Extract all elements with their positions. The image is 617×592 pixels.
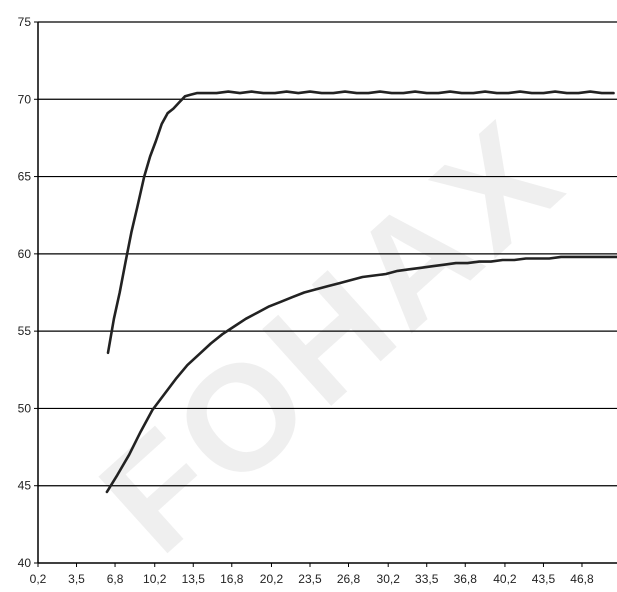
x-tick-label: 0,2: [30, 572, 47, 586]
series-line-1: [106, 90, 615, 355]
x-tick-label: 30,2: [377, 572, 401, 586]
y-tick-label: 45: [18, 479, 32, 493]
y-tick-label: 65: [18, 170, 32, 184]
x-tick-label: 10,2: [143, 572, 167, 586]
y-tick-label: 40: [18, 556, 32, 570]
x-tick-label: 3,5: [68, 572, 85, 586]
x-tick-label: 36,8: [454, 572, 478, 586]
y-axis-tick-labels: 40 45 50 55 60 65 70 75: [18, 15, 38, 570]
x-axis-tick-labels: 0,2 3,5 6,8 10,2 13,5 16,8 20,2 23,5 26,8 30,2 33,…: [30, 563, 594, 586]
x-tick-label: 46,8: [570, 572, 594, 586]
x-tick-label: 23,5: [298, 572, 322, 586]
grid-lines: [38, 21, 617, 487]
x-tick-label: 13,5: [182, 572, 206, 586]
x-tick-label: 20,2: [260, 572, 284, 586]
axes: [37, 22, 617, 564]
x-tick-label: 26,8: [337, 572, 361, 586]
x-tick-label: 33,5: [415, 572, 439, 586]
y-tick-label: 55: [18, 324, 32, 338]
y-tick-label: 75: [18, 15, 32, 29]
y-tick-label: 70: [18, 92, 32, 106]
y-tick-label: 60: [18, 247, 32, 261]
x-tick-label: 40,2: [493, 572, 517, 586]
x-tick-label: 43,5: [532, 572, 556, 586]
y-tick-label: 50: [18, 401, 32, 415]
x-tick-label: 16,8: [220, 572, 244, 586]
series-line-2: [105, 255, 617, 494]
x-tick-label: 6,8: [107, 572, 124, 586]
series-lines: [105, 90, 617, 494]
